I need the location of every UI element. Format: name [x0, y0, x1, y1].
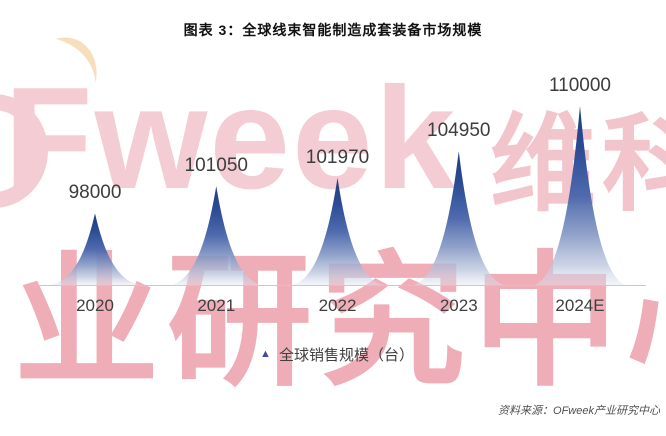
chart-title: 图表 3：全球线束智能制造成套装备市场规模	[183, 22, 483, 38]
x-tick-2020: 2020	[76, 296, 114, 315]
peak-2020	[50, 213, 140, 285]
peak-2023	[413, 151, 504, 285]
source-note: 资料来源：OFweek产业研究中心	[498, 405, 660, 417]
x-tick-2023: 2023	[439, 296, 478, 315]
peak-2024E	[535, 106, 625, 285]
x-tick-2021: 2021	[197, 296, 236, 315]
peak-2022	[292, 177, 383, 285]
legend: ▲ 全球销售规模（台）	[260, 344, 414, 365]
value-label-2020: 98000	[68, 182, 122, 204]
x-tick-2022: 2022	[318, 296, 357, 315]
x-axis-line	[34, 285, 646, 286]
peak-2021	[171, 186, 262, 285]
legend-triangle-icon: ▲	[260, 348, 271, 360]
legend-label: 全球销售规模（台）	[278, 347, 414, 364]
x-tick-2024E: 2024E	[555, 296, 605, 315]
value-label-2022: 101970	[305, 146, 370, 168]
value-label-2021: 101050	[184, 155, 248, 177]
value-label-2023: 104950	[427, 120, 491, 142]
value-label-2024E: 110000	[549, 75, 611, 96]
